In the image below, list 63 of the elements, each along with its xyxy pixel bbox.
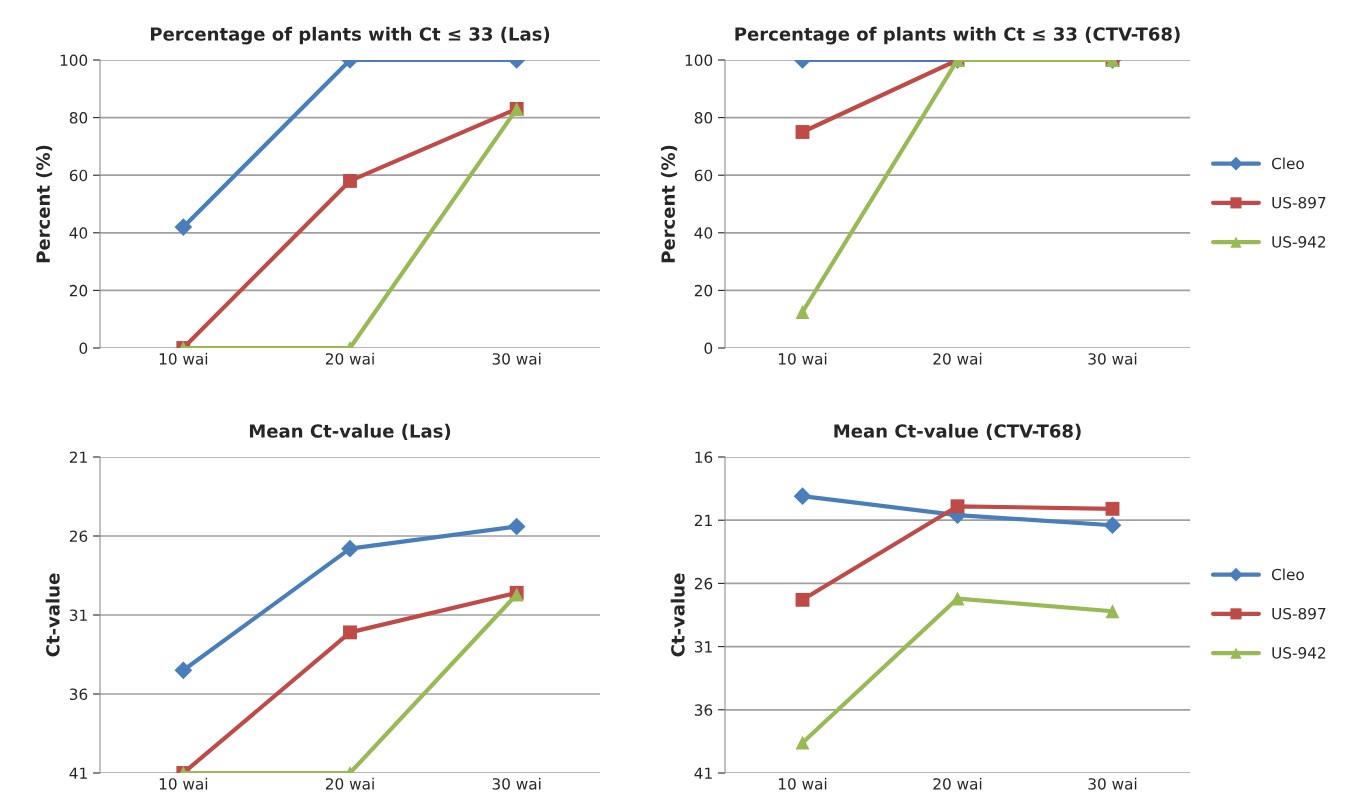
y-tick-label: 20 — [694, 284, 713, 297]
point — [1103, 516, 1122, 535]
point — [1105, 501, 1120, 516]
y-tick-label: 26 — [69, 530, 88, 543]
point — [507, 517, 526, 536]
point — [341, 539, 359, 558]
x-tick-label: 20 wai — [325, 777, 374, 790]
y-tick-label: 100 — [60, 54, 88, 67]
y-axis-title: Ct-value — [670, 573, 685, 657]
legend-label: Cleo — [1271, 157, 1304, 170]
y-tick-label: 41 — [69, 767, 87, 779]
legend-label: US-897 — [1272, 196, 1326, 209]
point — [950, 591, 965, 606]
x-tick-label: 30 wai — [1088, 777, 1137, 790]
chart-title: Mean Ct-value (Las) — [249, 423, 451, 440]
x-tick-label: 20 wai — [325, 352, 374, 365]
y-tick-label: 20 — [69, 284, 88, 297]
y-tick-label: 21 — [694, 514, 712, 526]
x-tick-label: 30 wai — [1088, 352, 1137, 365]
point — [793, 487, 812, 506]
point — [795, 735, 810, 750]
y-tick-label: 0 — [704, 342, 713, 355]
chart-title: Percentage of plants with Ct ≤ 33 (Las) — [150, 26, 550, 45]
y-tick-label: 80 — [694, 112, 713, 124]
x-tick-label: 20 wai — [933, 352, 982, 365]
point — [343, 625, 357, 640]
y-tick-label: 41 — [694, 767, 712, 779]
point — [174, 218, 193, 236]
y-tick-label: 21 — [69, 451, 87, 463]
legend-label: US-942 — [1272, 647, 1326, 659]
chart-title: Mean Ct-value (CTV-T68) — [834, 423, 1081, 440]
y-tick-label: 0 — [79, 342, 88, 355]
y-tick-label: 36 — [69, 688, 88, 701]
y-axis-title: Ct-value — [45, 573, 60, 657]
y-tick-label: 60 — [694, 169, 713, 182]
y-tick-label: 40 — [69, 227, 88, 239]
y-axis-title: Percent (%) — [36, 145, 53, 263]
x-tick-label: 10 wai — [778, 777, 827, 790]
y-tick-label: 16 — [695, 451, 713, 464]
x-tick-label: 20 wai — [933, 777, 982, 790]
x-tick-label: 30 wai — [492, 352, 541, 365]
y-tick-label: 26 — [694, 577, 713, 590]
y-tick-label: 36 — [694, 704, 713, 716]
y-axis-title: Percent (%) — [661, 145, 678, 263]
legend-label: US-942 — [1272, 236, 1326, 248]
y-tick-label: 60 — [69, 169, 88, 182]
x-tick-label: 10 wai — [778, 352, 827, 365]
point — [343, 174, 357, 188]
point — [174, 661, 193, 680]
x-tick-label: 10 wai — [159, 777, 208, 790]
y-tick-label: 31 — [69, 609, 87, 622]
legend-label: Cleo — [1271, 568, 1304, 581]
y-tick-label: 100 — [685, 54, 713, 67]
x-tick-label: 30 wai — [492, 777, 541, 790]
legend-label: US-897 — [1272, 607, 1326, 620]
y-tick-label: 80 — [69, 112, 88, 124]
point — [795, 592, 810, 607]
point — [1105, 604, 1120, 619]
point — [950, 499, 965, 514]
y-tick-label: 40 — [694, 227, 713, 239]
x-tick-label: 10 wai — [159, 352, 208, 365]
chart-title: Percentage of plants with Ct ≤ 33 (CTV-T68) — [735, 26, 1180, 45]
y-tick-label: 31 — [694, 641, 712, 653]
